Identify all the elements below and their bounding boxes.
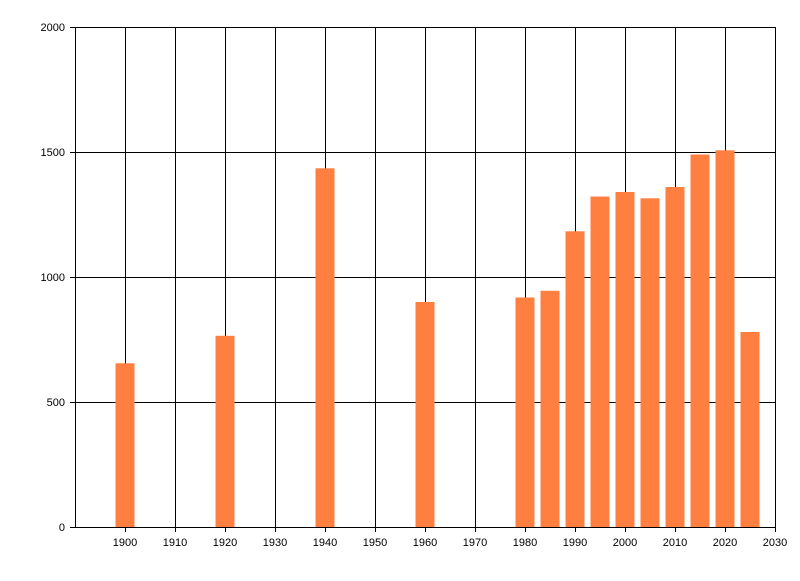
bar-1985 bbox=[540, 290, 560, 528]
bar-2000 bbox=[615, 192, 635, 527]
axes bbox=[70, 27, 775, 528]
x-tick-label-1940: 1940 bbox=[313, 537, 337, 549]
x-tick-label-1990: 1990 bbox=[563, 537, 587, 549]
y-tick-label-2000: 2000 bbox=[41, 22, 65, 34]
bars bbox=[115, 150, 760, 528]
bar-1990 bbox=[565, 231, 585, 528]
x-tick-label-1930: 1930 bbox=[263, 537, 287, 549]
x-tick-label-2000: 2000 bbox=[613, 537, 637, 549]
x-tick-label-1950: 1950 bbox=[363, 537, 387, 549]
x-tick-label-1920: 1920 bbox=[213, 537, 237, 549]
x-tick-label-1900: 1900 bbox=[113, 537, 137, 549]
bar-1940 bbox=[315, 168, 335, 528]
bar-2025 bbox=[740, 332, 760, 527]
x-tick-label-2010: 2010 bbox=[663, 537, 687, 549]
x-tick-label-1980: 1980 bbox=[513, 537, 537, 549]
bar-1995 bbox=[590, 196, 610, 527]
bar-2020 bbox=[715, 150, 735, 528]
bar-1920 bbox=[215, 335, 235, 528]
tick-labels: 0 500 1000 1500 2000 1900 1910 1920 1930 1940 1950… bbox=[41, 22, 788, 549]
x-tick-label-2030: 2030 bbox=[763, 537, 787, 549]
bar-1960 bbox=[415, 302, 435, 527]
bar-2005 bbox=[640, 198, 660, 528]
y-tick-label-1000: 1000 bbox=[41, 272, 65, 284]
bar-1980 bbox=[515, 297, 535, 527]
bar-2010 bbox=[665, 187, 685, 527]
bar-1900 bbox=[115, 363, 135, 528]
x-tick-label-1960: 1960 bbox=[413, 537, 437, 549]
x-tick-label-1910: 1910 bbox=[163, 537, 187, 549]
x-tick-label-1970: 1970 bbox=[463, 537, 487, 549]
x-tick-label-2020: 2020 bbox=[713, 537, 737, 549]
y-tick-label-500: 500 bbox=[47, 397, 65, 409]
y-tick-label-0: 0 bbox=[59, 522, 65, 534]
bar-2015 bbox=[690, 154, 710, 527]
y-tick-label-1500: 1500 bbox=[41, 147, 65, 159]
